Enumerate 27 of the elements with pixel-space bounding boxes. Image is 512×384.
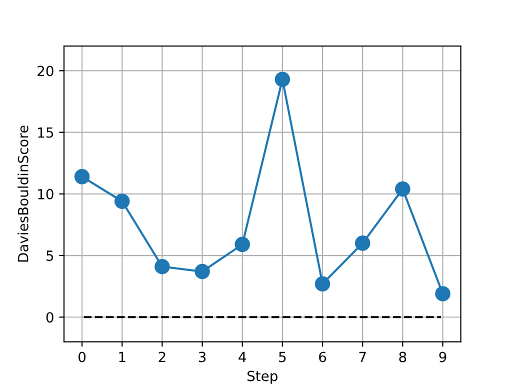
x-tick-label: 0 bbox=[78, 352, 86, 362]
point bbox=[435, 286, 450, 302]
point bbox=[234, 236, 250, 252]
y-tick-label: 10 bbox=[38, 188, 54, 200]
point bbox=[194, 264, 210, 280]
y-tick-label: 15 bbox=[38, 127, 54, 138]
y-axis-title: DaviesBouldinScore bbox=[18, 126, 28, 262]
x-tick-label: 9 bbox=[439, 352, 446, 362]
x-tick-label: 2 bbox=[158, 352, 166, 362]
point bbox=[154, 258, 170, 274]
x-tick-label: 6 bbox=[319, 352, 326, 362]
x-tick-label: 7 bbox=[359, 352, 366, 362]
x-tick-label: 8 bbox=[399, 352, 406, 362]
x-tick-label: 4 bbox=[238, 352, 246, 362]
y-tick-label: 20 bbox=[38, 66, 54, 76]
point bbox=[395, 181, 410, 197]
y-tick-label: 5 bbox=[46, 250, 54, 261]
x-tick-label: 3 bbox=[198, 352, 206, 362]
point bbox=[74, 169, 90, 184]
point bbox=[354, 236, 370, 251]
x-tick-label: 5 bbox=[279, 352, 286, 362]
x-tick-label: 1 bbox=[119, 352, 126, 362]
y-tick-label: 0 bbox=[46, 312, 54, 323]
point bbox=[314, 276, 330, 292]
point bbox=[114, 194, 130, 209]
point bbox=[274, 72, 290, 87]
x-axis-title: Step bbox=[248, 370, 278, 384]
